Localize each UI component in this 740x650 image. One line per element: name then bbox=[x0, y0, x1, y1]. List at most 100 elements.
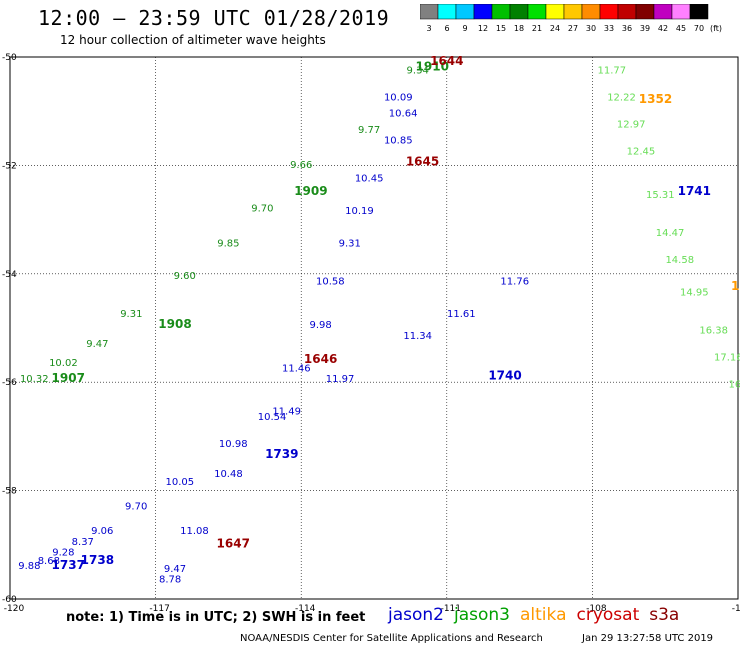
y-tick-label: -60 bbox=[2, 595, 17, 605]
timestamp-text: Jan 29 13:27:58 UTC 2019 bbox=[582, 633, 714, 644]
x-tick-label: -120 bbox=[4, 604, 25, 614]
x-tick-label: -114 bbox=[295, 604, 316, 614]
chart-title: 12:00 – 23:59 UTC 01/28/2019 bbox=[38, 6, 390, 30]
jason3-pass-label: 1908 bbox=[158, 317, 191, 331]
cryosat-pass-label: 1647 bbox=[217, 537, 250, 551]
jason2-swh-value: 9.88 bbox=[18, 561, 40, 572]
altika-swh-value: 16.38 bbox=[699, 325, 728, 336]
scale-tick-label: 45 bbox=[676, 24, 686, 33]
x-tick-label: -108 bbox=[586, 604, 607, 614]
scale-tick-label: 33 bbox=[604, 24, 614, 33]
scale-tick-label: 12 bbox=[478, 24, 488, 33]
y-tick-label: -54 bbox=[2, 270, 17, 280]
cryosat-pass-label: 1646 bbox=[304, 352, 337, 366]
jason2-swh-value: 8.37 bbox=[72, 537, 94, 548]
altika-swh-value: 11.77 bbox=[597, 65, 626, 76]
legend-s3a: s3a bbox=[649, 605, 680, 625]
altika-swh-value: 12.97 bbox=[617, 119, 646, 130]
scale-tick-label: 21 bbox=[532, 24, 542, 33]
jason3-swh-value: 9.31 bbox=[120, 309, 142, 320]
altika-swh-value: 15.31 bbox=[646, 190, 675, 201]
x-tick-label: -117 bbox=[149, 604, 169, 614]
y-tick-label: -58 bbox=[2, 487, 17, 497]
scale-unit: (ft) bbox=[710, 24, 722, 33]
jason3-swh-value: 10.32 bbox=[20, 374, 49, 385]
jason3-swh-value: 9.47 bbox=[86, 339, 108, 350]
jason2-pass-label: 1740 bbox=[488, 368, 521, 382]
y-tick-label: -56 bbox=[2, 378, 17, 388]
cryosat-pass-label: 1644 bbox=[430, 54, 463, 68]
jason2-swh-value: 11.61 bbox=[447, 309, 476, 320]
y-tick-label: -50 bbox=[2, 53, 17, 63]
scale-tick-label: 24 bbox=[550, 24, 560, 33]
jason3-pass-label: 1907 bbox=[52, 371, 85, 385]
scale-tick-label: 6 bbox=[444, 24, 449, 33]
altika-swh-value: 16.90 bbox=[729, 380, 740, 391]
x-tick-label: -105 bbox=[732, 604, 740, 614]
altika-pass-label: 1352 bbox=[639, 92, 672, 106]
jason3-swh-value: 9.34 bbox=[407, 65, 429, 76]
legend-jason2: jason2 bbox=[388, 605, 444, 625]
scale-tick-label: 30 bbox=[586, 24, 596, 33]
altika-swh-value: 12.22 bbox=[607, 92, 636, 103]
cryosat-swh-value: 10.58 bbox=[316, 277, 345, 288]
jason2-pass-label: 1741 bbox=[678, 184, 711, 198]
color-scale: 3 6 9 12 15 18 21 24 27 30 33 36 39 42 45 70 (ft) bbox=[420, 4, 722, 33]
cryosat-swh-value: 10.48 bbox=[214, 469, 243, 480]
legend-altika: altika bbox=[520, 605, 567, 625]
scale-tick-label: 9 bbox=[462, 24, 467, 33]
satellite-legend: jason2 jason3 altika cryosat s3a bbox=[388, 605, 689, 625]
altika-swh-value: 14.95 bbox=[680, 287, 709, 298]
cryosat-swh-value: 11.08 bbox=[180, 526, 209, 537]
jason2-pass-label: 1738 bbox=[81, 553, 114, 567]
cryosat-swh-value: 8.78 bbox=[159, 575, 181, 586]
scale-swatch bbox=[689, 4, 709, 20]
jason2-swh-value: 9.06 bbox=[91, 526, 113, 537]
scale-tick-label: 3 bbox=[426, 24, 431, 33]
jason2-pass-label: 1737 bbox=[52, 558, 85, 572]
legend-cryosat: cryosat bbox=[576, 605, 640, 625]
jason2-swh-value: 8.68 bbox=[38, 556, 60, 567]
cryosat-swh-value: 10.64 bbox=[389, 109, 418, 120]
jason2-swh-value: 10.05 bbox=[166, 477, 195, 488]
altika-swh-value: 14.47 bbox=[656, 228, 685, 239]
scale-tick-label: 42 bbox=[658, 24, 668, 33]
altika-swh-value: 14.58 bbox=[665, 255, 694, 266]
cryosat-swh-value: 10.19 bbox=[345, 206, 374, 217]
jason3-pass-label: 1910 bbox=[416, 60, 449, 74]
jason2-swh-value: 9.70 bbox=[125, 502, 147, 513]
scale-tick-label: 15 bbox=[496, 24, 506, 33]
plot-frame bbox=[9, 56, 739, 600]
y-tick-label: -52 bbox=[2, 161, 17, 171]
legend-jason3: jason3 bbox=[454, 605, 510, 625]
jason2-swh-value: 11.97 bbox=[326, 374, 355, 385]
jason2-pass-label: 1739 bbox=[265, 447, 298, 461]
altika-swh-value: 12.45 bbox=[627, 147, 656, 158]
jason2-swh-value: 10.98 bbox=[219, 439, 248, 450]
note-text: note: 1) Time is in UTC; 2) SWH is in fe… bbox=[66, 610, 366, 625]
scale-tick-label: 27 bbox=[568, 24, 578, 33]
jason2-swh-value: 11.34 bbox=[403, 331, 432, 342]
scale-tick-label: 39 bbox=[640, 24, 650, 33]
scale-tick-label: 36 bbox=[622, 24, 632, 33]
cryosat-pass-label: 1645 bbox=[406, 154, 439, 168]
jason3-swh-value: 9.66 bbox=[290, 160, 312, 171]
cryosat-swh-value: 9.98 bbox=[309, 320, 331, 331]
jason3-swh-value: 9.60 bbox=[174, 271, 196, 282]
jason3-swh-value: 9.70 bbox=[251, 203, 273, 214]
jason3-swh-value: 9.85 bbox=[217, 239, 239, 250]
jason2-swh-value: 9.28 bbox=[52, 548, 74, 559]
credit-text: NOAA/NESDIS Center for Satellite Applica… bbox=[240, 633, 543, 644]
altika-swh-value: 17.16 bbox=[714, 353, 740, 364]
scale-tick-label: 70 bbox=[694, 24, 704, 33]
cryosat-swh-value: 11.46 bbox=[282, 363, 311, 374]
jason3-pass-label: 1909 bbox=[294, 184, 327, 198]
jason3-swh-value: 9.77 bbox=[358, 125, 380, 136]
scale-tick-label: 18 bbox=[514, 24, 524, 33]
jason2-swh-value: 11.49 bbox=[272, 407, 301, 418]
cryosat-swh-value: 10.85 bbox=[384, 136, 413, 147]
cryosat-swh-value: 9.47 bbox=[164, 564, 186, 575]
jason2-swh-value: 11.76 bbox=[500, 277, 529, 288]
chart-subtitle: 12 hour collection of altimeter wave hei… bbox=[60, 33, 326, 47]
